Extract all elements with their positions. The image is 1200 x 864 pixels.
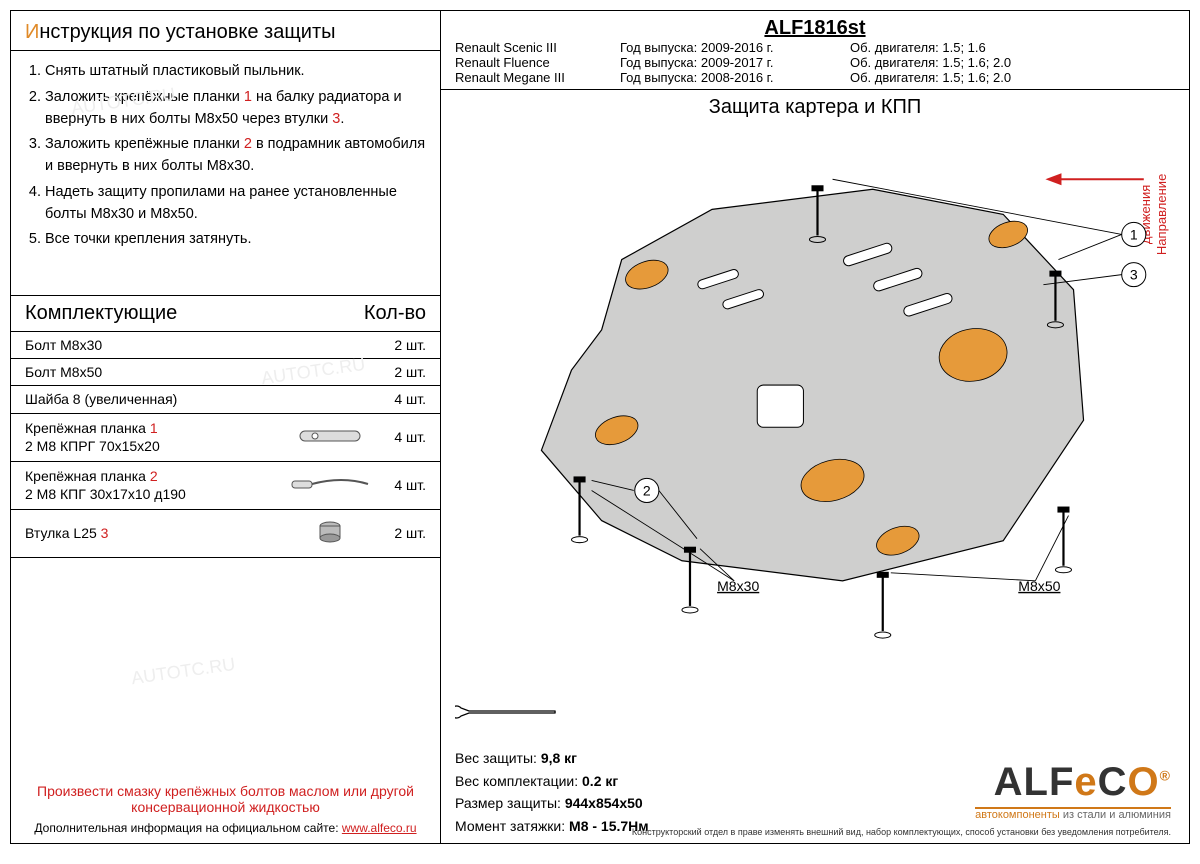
- model-row: Renault Megane IIIГод выпуска: 2008-2016…: [455, 70, 1175, 85]
- brand-logo: ALFeCO® автокомпоненты из стали и алюмин…: [975, 760, 1171, 821]
- instruction-step: Все точки крепления затянуть.: [45, 229, 426, 251]
- spec-kit-label: Вес комплектации:: [455, 773, 578, 789]
- instruction-step: Снять штатный пластиковый пыльник.: [45, 61, 426, 83]
- parts-row: Крепёжная планка 22 М8 КПГ 30х17х10 д190…: [11, 462, 440, 510]
- part-name: Крепёжная планка 22 М8 КПГ 30х17х10 д190: [11, 463, 285, 507]
- site-link[interactable]: www.alfeco.ru: [342, 821, 417, 835]
- svg-text:2: 2: [643, 482, 651, 498]
- model-year: Год выпуска: 2008-2016 г.: [620, 70, 850, 85]
- svg-text:Направление: Направление: [1154, 174, 1169, 256]
- part-name: Крепёжная планка 12 М8 КПРГ 70х15х20: [11, 415, 285, 459]
- spec-weight-label: Вес защиты:: [455, 750, 537, 766]
- logo-sub1: автокомпоненты: [975, 809, 1063, 821]
- model-code: ALF1816st: [455, 17, 1175, 40]
- title-rest: нструкция по установке защиты: [39, 21, 335, 43]
- instructions-title: Инструкция по установке защиты: [11, 11, 440, 51]
- lubrication-note: Произвести смазку крепёжных болтов масло…: [11, 783, 440, 815]
- parts-header-left: Комплектующие: [25, 302, 177, 325]
- logo-reg: ®: [1160, 768, 1171, 784]
- model-engine: Об. двигателя: 1.5; 1.6; 2.0: [850, 70, 1175, 85]
- parts-row: Шайба 8 (увеличенная) 4 шт.: [11, 386, 440, 413]
- part-name: Втулка L25 3: [11, 520, 285, 546]
- parts-table: Болт М8х30 2 шт. Болт М8х50 2 шт. Шайба 8 (у…: [11, 332, 440, 558]
- part-qty: 4 шт.: [375, 477, 440, 493]
- parts-row: Болт М8х30 2 шт.: [11, 332, 440, 359]
- model-header: ALF1816st Renault Scenic IIIГод выпуска:…: [441, 11, 1189, 90]
- part-qty: 2 шт.: [375, 525, 440, 541]
- diagram-area: Направлениедвижения132M8x30M8x50: [441, 119, 1189, 689]
- svg-text:3: 3: [1130, 267, 1138, 283]
- model-year: Год выпуска: 2009-2016 г.: [620, 40, 850, 55]
- part-qty: 4 шт.: [375, 429, 440, 445]
- model-year: Год выпуска: 2009-2017 г.: [620, 55, 850, 70]
- model-row: Renault FluenceГод выпуска: 2009-2017 г.…: [455, 55, 1175, 70]
- parts-row: Втулка L25 3 2 шт.: [11, 510, 440, 558]
- model-engine: Об. двигателя: 1.5; 1.6: [850, 40, 1175, 55]
- instructions-list: Снять штатный пластиковый пыльник. Заложи…: [25, 61, 426, 251]
- specs-block: Вес защиты: 9,8 кг Вес комплектации: 0.2…: [455, 747, 649, 837]
- part-icon: [285, 473, 375, 498]
- part-icon: [285, 425, 375, 450]
- part-qty: 4 шт.: [375, 391, 440, 407]
- parts-row: Болт М8х50 2 шт.: [11, 359, 440, 386]
- part-name: Болт М8х30: [11, 332, 285, 358]
- site-link-line: Дополнительная информация на официальном…: [11, 821, 440, 843]
- part-name: Шайба 8 (увеличенная): [11, 386, 285, 412]
- svg-text:1: 1: [1130, 226, 1138, 242]
- logo-alf: ALF: [994, 760, 1075, 804]
- spec-kit-val: 0.2 кг: [582, 773, 618, 789]
- part-qty: 2 шт.: [375, 364, 440, 380]
- model-name: Renault Scenic III: [455, 40, 620, 55]
- spec-size-val: 944х854х50: [565, 795, 643, 811]
- disclaimer-text: Конструкторский отдел в праве изменять в…: [632, 827, 1171, 837]
- instruction-step: Заложить крепёжные планки 2 в подрамник …: [45, 134, 426, 178]
- model-row: Renault Scenic IIIГод выпуска: 2009-2016…: [455, 40, 1175, 55]
- diagram-title: Защита картера и КПП: [441, 96, 1189, 119]
- parts-row: Крепёжная планка 12 М8 КПРГ 70х15х20 4 шт…: [11, 414, 440, 462]
- model-name: Renault Megane III: [455, 70, 620, 85]
- part-qty: 2 шт.: [375, 337, 440, 353]
- logo-o: O: [1128, 760, 1160, 804]
- page-frame: AUTOTC.RU AUTOTC.RU AUTOTC.RU AUTOTC.RU …: [10, 10, 1190, 844]
- wrench-icon: [455, 698, 565, 733]
- model-engine: Об. двигателя: 1.5; 1.6; 2.0: [850, 55, 1175, 70]
- instruction-step: Заложить крепёжные планки 1 на балку рад…: [45, 87, 426, 131]
- left-column: Инструкция по установке защиты Снять шта…: [11, 11, 441, 843]
- instruction-step: Надеть защиту пропилами на ранее установ…: [45, 182, 426, 226]
- right-column: ALF1816st Renault Scenic IIIГод выпуска:…: [441, 11, 1189, 843]
- spec-torque-label: Момент затяжки:: [455, 818, 565, 834]
- part-name: Болт М8х50: [11, 359, 285, 385]
- svg-text:M8x30: M8x30: [717, 578, 759, 594]
- part-icon: [285, 518, 375, 549]
- spec-weight-val: 9,8 кг: [541, 750, 577, 766]
- model-name: Renault Fluence: [455, 55, 620, 70]
- instructions-body: Снять штатный пластиковый пыльник. Заложи…: [11, 51, 440, 265]
- parts-header-right: Кол-во: [364, 302, 426, 325]
- logo-e: e: [1074, 760, 1097, 804]
- diagram-svg: Направлениедвижения132M8x30M8x50: [441, 119, 1189, 691]
- parts-header: Комплектующие Кол-во: [11, 295, 440, 332]
- logo-sub2: из стали и алюминия: [1063, 809, 1171, 821]
- svg-text:M8x50: M8x50: [1018, 578, 1060, 594]
- site-text: Дополнительная информация на официальном…: [34, 821, 341, 835]
- spec-size-label: Размер защиты:: [455, 795, 561, 811]
- title-first-letter: И: [25, 21, 39, 43]
- logo-c: C: [1098, 760, 1128, 804]
